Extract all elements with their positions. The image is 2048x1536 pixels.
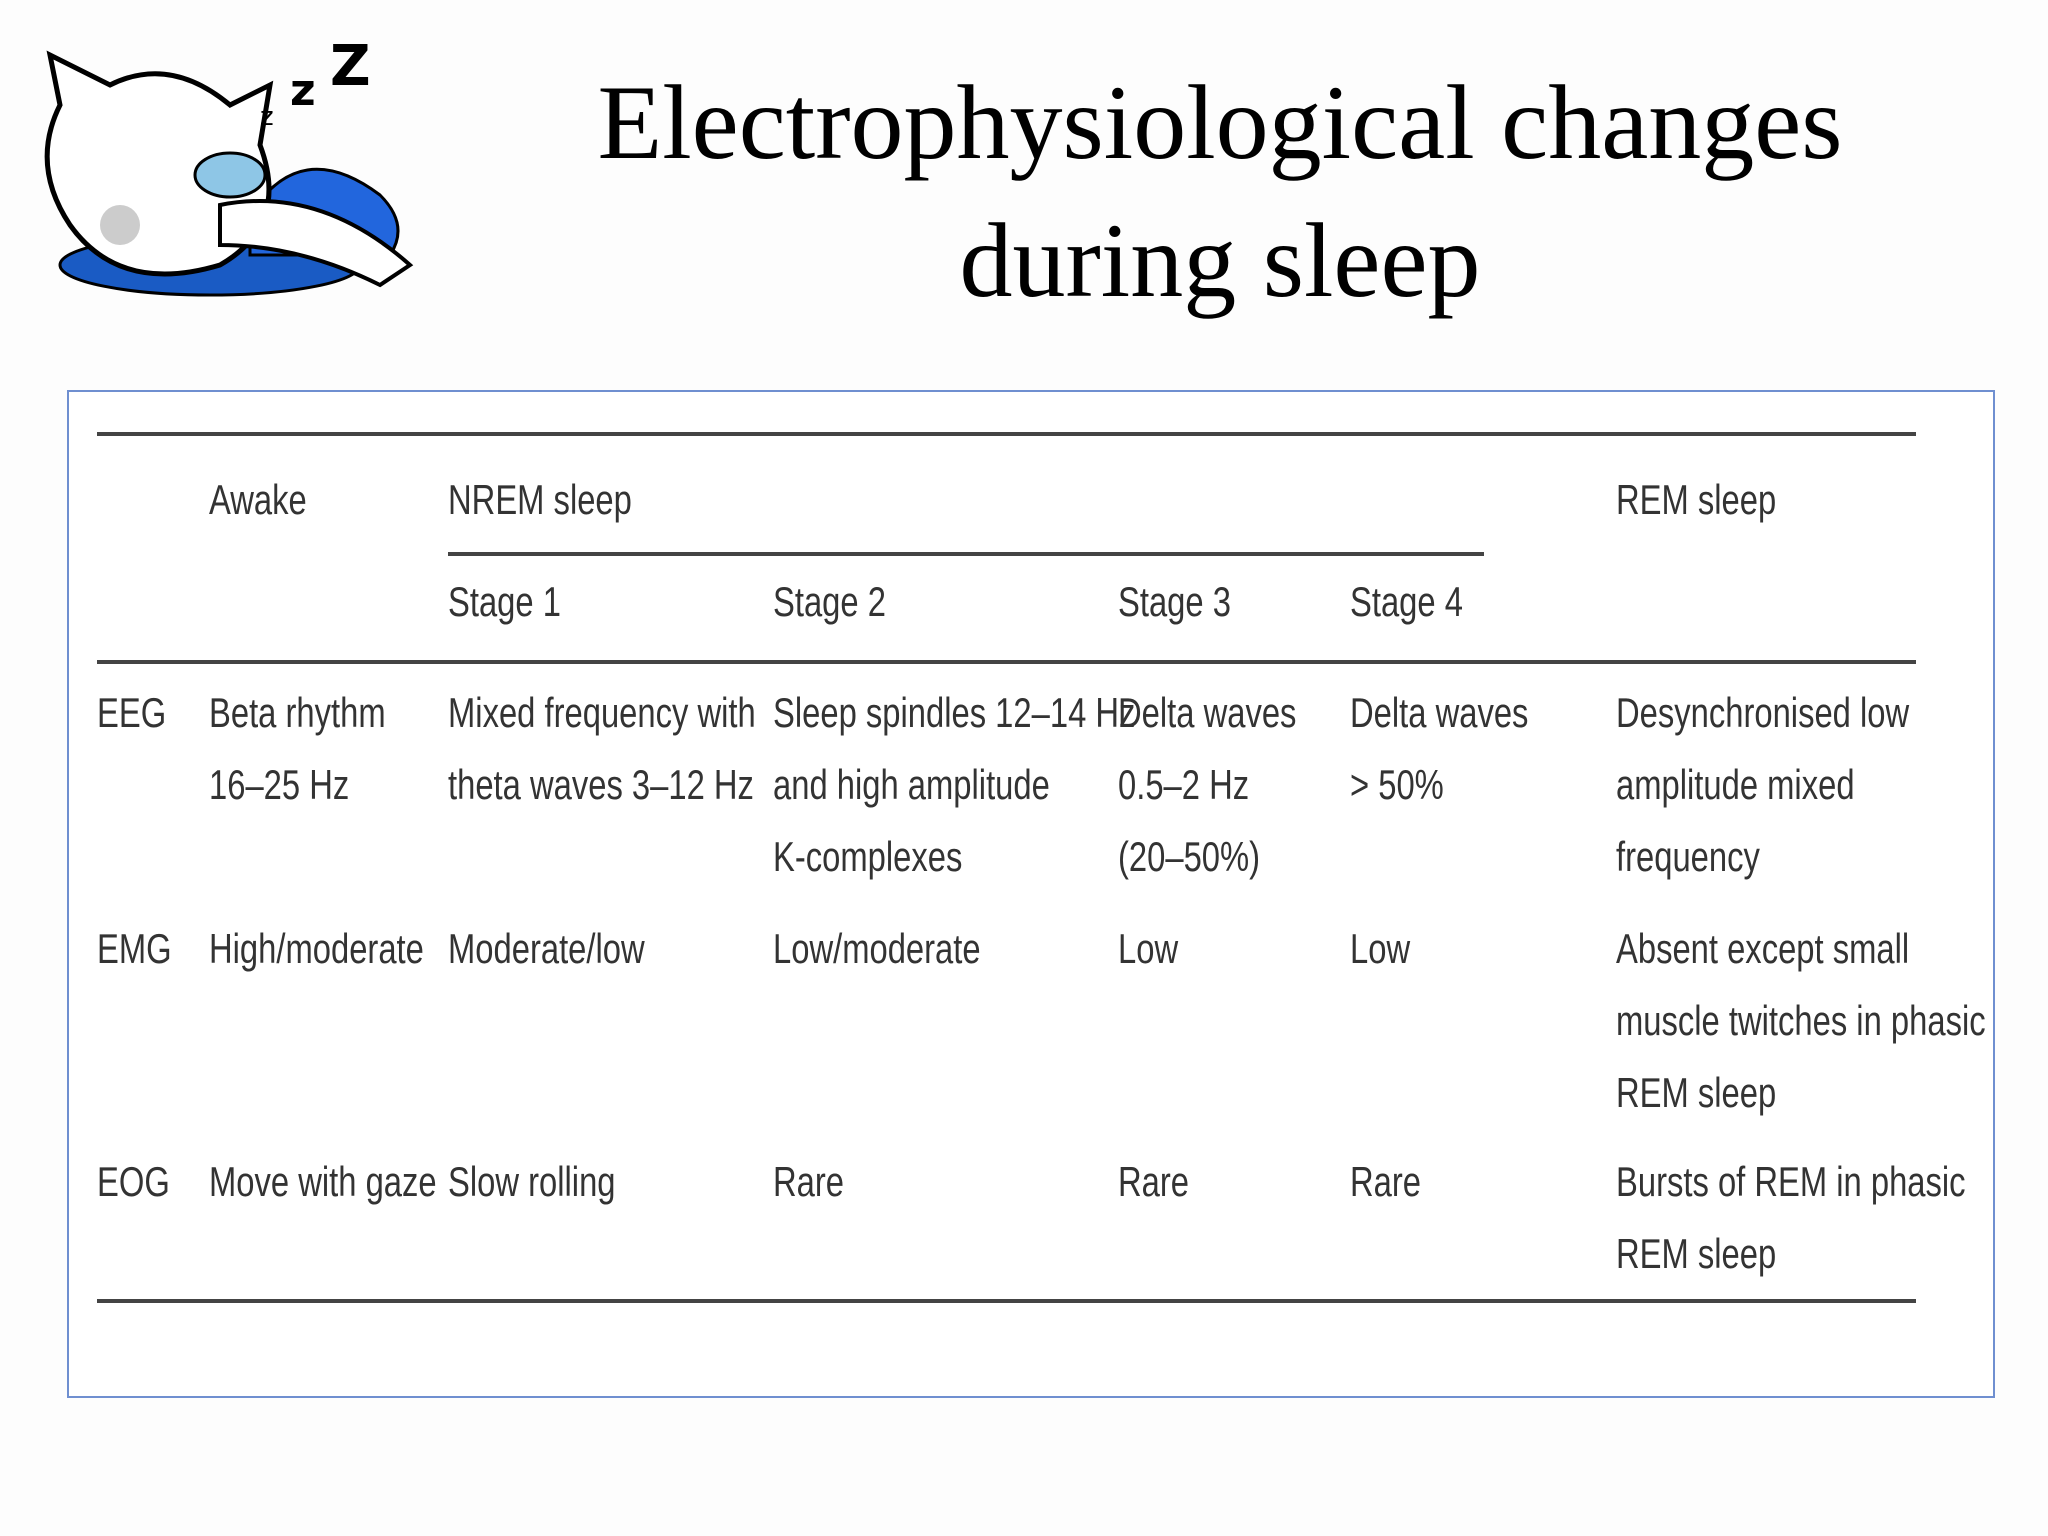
svg-text:z: z (260, 102, 274, 132)
cell-text: Sleep spindles 12–14 Hz (773, 689, 1136, 736)
cell-text: Absent except small (1616, 925, 1910, 972)
cell-text: High/moderate (209, 925, 424, 972)
svg-text:z: z (290, 65, 316, 116)
cell-text: theta waves 3–12 Hz (448, 761, 754, 808)
cell-text: (20–50%) (1118, 833, 1261, 880)
cell-text: frequency (1616, 833, 1760, 880)
cell-text: muscle twitches in phasic (1616, 997, 1986, 1044)
stage-header: Stage 3 (1118, 578, 1231, 625)
cell-text: Mixed frequency with (448, 689, 756, 736)
cell-text: Bursts of REM in phasic (1616, 1158, 1966, 1205)
sleeping-cat-icon: z Z z (44, 34, 414, 297)
cell-text: Low/moderate (773, 925, 981, 972)
row-label: EOG (97, 1158, 170, 1205)
column-header: NREM sleep (448, 476, 632, 523)
cell-text: 16–25 Hz (209, 761, 350, 808)
cell-text: REM sleep (1616, 1069, 1777, 1116)
title-line: Electrophysiological changes (597, 64, 1843, 181)
table-top-rule (97, 432, 1916, 436)
cell-text: Low (1350, 925, 1411, 972)
header-rule (97, 660, 1916, 664)
nrem-rule (448, 552, 1484, 556)
table-frame (67, 390, 1995, 1398)
row-label: EEG (97, 689, 167, 736)
cell-text: Low (1118, 925, 1179, 972)
cell-text: and high amplitude (773, 761, 1050, 808)
cell-text: Rare (1118, 1158, 1190, 1205)
column-header: Awake (209, 476, 307, 523)
row-label: EMG (97, 925, 172, 972)
cell-text: REM sleep (1616, 1230, 1777, 1277)
cell-text: Desynchronised low (1616, 689, 1910, 736)
cell-text: Delta waves (1350, 689, 1529, 736)
cell-text: Delta waves (1118, 689, 1297, 736)
cell-text: Rare (773, 1158, 845, 1205)
stage-header: Stage 1 (448, 578, 561, 625)
cell-text: > 50% (1350, 761, 1444, 808)
title-line: during sleep (959, 202, 1481, 319)
cell-text: Rare (1350, 1158, 1422, 1205)
cell-text: Slow rolling (448, 1158, 616, 1205)
cell-text: Moderate/low (448, 925, 645, 972)
stage-header: Stage 2 (773, 578, 886, 625)
table-bottom-rule (97, 1299, 1916, 1303)
cell-text: K-complexes (773, 833, 963, 880)
svg-text:Z: Z (330, 34, 371, 99)
column-header: REM sleep (1616, 476, 1777, 523)
cell-text: Beta rhythm (209, 689, 386, 736)
cell-text: 0.5–2 Hz (1118, 761, 1250, 808)
cell-text: amplitude mixed (1616, 761, 1855, 808)
cell-text: Move with gaze (209, 1158, 437, 1205)
stage-header: Stage 4 (1350, 578, 1463, 625)
